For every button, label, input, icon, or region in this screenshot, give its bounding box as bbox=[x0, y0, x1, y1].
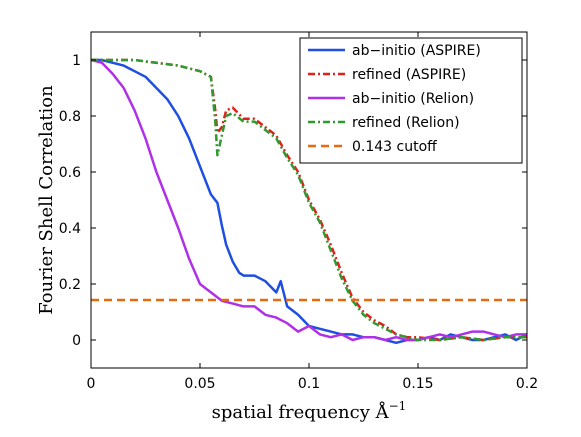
y-tick-label: 1 bbox=[72, 53, 81, 69]
legend-box bbox=[299, 37, 523, 164]
legend-label: ab−initio (Relion) bbox=[352, 91, 474, 107]
legend: ab−initio (ASPIRE) refined (ASPIRE) ab−ini… bbox=[299, 37, 523, 164]
y-tick-label: 0.6 bbox=[59, 165, 81, 181]
y-tick-label: 0 bbox=[72, 333, 81, 349]
legend-label: refined (Relion) bbox=[352, 115, 460, 131]
x-axis-label-text: spatial frequency Å bbox=[212, 401, 390, 423]
legend-label: 0.143 cutoff bbox=[352, 139, 437, 155]
legend-label: refined (ASPIRE) bbox=[352, 67, 466, 83]
legend-label: ab−initio (ASPIRE) bbox=[352, 43, 481, 59]
legend-entries: ab−initio (ASPIRE) refined (ASPIRE) ab−ini… bbox=[308, 43, 481, 155]
ticks-layer: 0 0.05 0.1 0.15 0.2 0 0.2 0.4 0.6 0.8 1 bbox=[59, 32, 538, 392]
y-tick-label: 0.8 bbox=[59, 109, 81, 125]
x-axis-label: spatial frequency Å−1 bbox=[212, 399, 407, 423]
x-tick-label: 0.1 bbox=[298, 376, 320, 392]
series-layer bbox=[91, 58, 527, 345]
x-tick-label: 0 bbox=[87, 376, 96, 392]
y-tick-label: 0.2 bbox=[59, 277, 81, 293]
y-tick-label: 0.4 bbox=[59, 221, 81, 237]
y-axis-label: Fourier Shell Correlation bbox=[36, 85, 57, 315]
series-line-3 bbox=[91, 58, 527, 342]
x-tick-label: 0.05 bbox=[184, 376, 215, 392]
x-tick-label: 0.2 bbox=[516, 376, 538, 392]
x-axis-label-exponent: −1 bbox=[389, 399, 407, 413]
series-line-4 bbox=[91, 58, 527, 342]
x-tick-label: 0.15 bbox=[402, 376, 433, 392]
